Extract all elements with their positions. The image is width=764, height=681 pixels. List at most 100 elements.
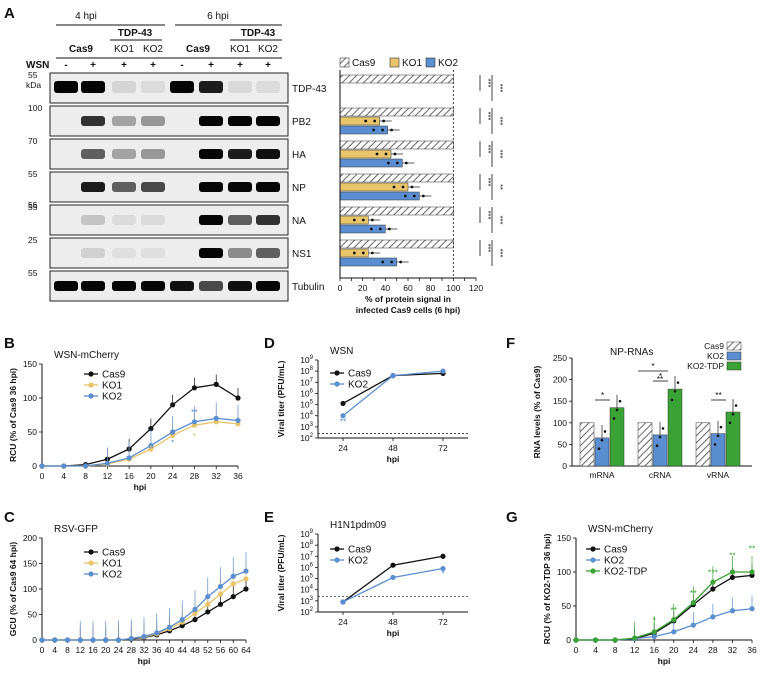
x-tick-label: 32 xyxy=(139,645,149,655)
x-tick-label: 4 xyxy=(52,645,57,655)
blot-label: NS1 xyxy=(292,249,312,260)
data-point-ko2 xyxy=(39,637,44,642)
data-point-cas9 xyxy=(205,609,210,614)
bar-ko2 xyxy=(340,126,388,134)
blot-band xyxy=(228,281,252,291)
bar-cas9 xyxy=(340,108,453,116)
legend-label: Cas9 xyxy=(102,548,126,559)
data-point-cas9 xyxy=(710,586,715,591)
bar-ko2 xyxy=(653,435,667,466)
y-tick-label: 150 xyxy=(557,533,571,543)
marker-kda: 55 xyxy=(28,169,38,179)
data-point xyxy=(405,162,408,165)
x-tick-label: 20 xyxy=(146,471,156,481)
data-point-ko2 xyxy=(52,637,57,642)
x-tick-label: 24 xyxy=(689,645,699,655)
sig-annotation: ** xyxy=(191,407,198,417)
blot-band xyxy=(199,281,223,291)
bar-ko2-tdp xyxy=(726,412,740,466)
y-tick-label: 107 xyxy=(300,551,313,561)
header-4hpi: 4 hpi xyxy=(75,11,97,22)
blot-label: PB2 xyxy=(292,117,311,128)
sig-annotation: ** xyxy=(749,544,756,554)
data-point-ko2-tdp xyxy=(593,637,598,642)
sig-label: *** xyxy=(496,117,505,126)
legend-label: KO2 xyxy=(102,392,122,403)
bar-cas9 xyxy=(340,75,453,83)
wsn-sign: + xyxy=(237,60,243,71)
y-tick-label: 106 xyxy=(300,562,313,572)
data-point xyxy=(362,252,365,255)
y-tick-label: 105 xyxy=(300,574,313,584)
blot-band xyxy=(199,149,223,159)
y-tick-label: 50 xyxy=(28,610,38,620)
wsn-sign: + xyxy=(208,60,214,71)
data-point xyxy=(677,381,680,384)
wsn-sign: + xyxy=(150,60,156,71)
data-point-ko2 xyxy=(141,634,146,639)
data-point-ko2 xyxy=(61,463,66,468)
x-tick-label: cRNA xyxy=(649,470,672,480)
data-point xyxy=(604,430,607,433)
wsn-sign: + xyxy=(121,60,127,71)
data-point xyxy=(613,417,616,420)
data-point-ko2 xyxy=(170,429,175,434)
data-point xyxy=(376,153,379,156)
x-tick-label: 40 xyxy=(165,645,175,655)
data-point xyxy=(732,413,735,416)
data-point-cas9 xyxy=(192,385,197,390)
x-tick-label: 4 xyxy=(593,645,598,655)
blot-band xyxy=(256,182,280,192)
blot-band xyxy=(81,81,105,93)
series-line-cas9 xyxy=(576,575,752,640)
blot-band xyxy=(112,182,136,192)
legend-marker xyxy=(590,568,595,573)
marker-kda: 70 xyxy=(28,136,38,146)
data-point-ko2 xyxy=(214,416,219,421)
header-cas9-6h: Cas9 xyxy=(186,44,210,55)
x-tick-label: 16 xyxy=(124,471,134,481)
blot-label: NP xyxy=(292,183,306,194)
blot-band xyxy=(141,248,165,258)
y-tick-label: 102 xyxy=(300,607,313,617)
data-point-ko2 xyxy=(192,607,197,612)
y-tick-label: 50 xyxy=(558,439,568,449)
legend-label: KO2 xyxy=(604,556,624,567)
data-point-ko2 xyxy=(154,630,159,635)
y-tick-label: 150 xyxy=(553,396,567,406)
data-point xyxy=(381,261,384,264)
panel-label-b: B xyxy=(4,335,15,352)
data-point-cas9 xyxy=(390,563,395,568)
data-point-ko2-tdp xyxy=(730,569,735,574)
panel-label-c: C xyxy=(4,509,15,526)
blot-band xyxy=(112,149,136,159)
data-point-ko1 xyxy=(218,592,223,597)
bar-ko2 xyxy=(340,258,397,266)
wsn-signs: -+++-+++ xyxy=(64,60,271,71)
sig-annotation: ** xyxy=(670,605,677,615)
panel-label-e: E xyxy=(264,509,274,526)
y-tick-label: 109 xyxy=(300,529,313,539)
panel-label-f: F xyxy=(506,335,515,352)
y-tick-label: 108 xyxy=(300,366,313,376)
data-point xyxy=(372,129,375,132)
y-tick-label: 250 xyxy=(553,353,567,363)
series-line-ko2 xyxy=(576,609,752,640)
marker-kda: 55 xyxy=(28,200,38,210)
data-point xyxy=(402,186,405,189)
data-point xyxy=(662,427,665,430)
sig-annotation: * xyxy=(193,431,197,441)
legend-marker xyxy=(334,370,339,375)
data-point-cas9 xyxy=(340,401,345,406)
bar-ko2 xyxy=(340,225,385,233)
x-tick-label: 32 xyxy=(211,471,221,481)
x-tick-label: 16 xyxy=(649,645,659,655)
blot-band xyxy=(81,281,105,291)
sig-annotation: * xyxy=(171,438,175,448)
x-tick-label: 52 xyxy=(203,645,213,655)
y-tick-label: 100 xyxy=(553,418,567,428)
x-tick-label: 48 xyxy=(388,617,398,627)
header-tdp43-4h: TDP-43 xyxy=(118,28,153,39)
